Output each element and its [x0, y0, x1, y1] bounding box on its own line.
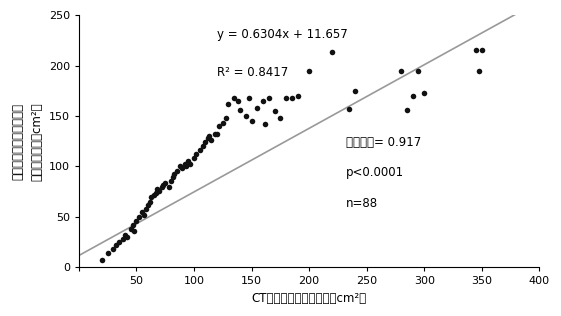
- Point: [190, 156, 199, 161]
- Point: [172, 169, 181, 174]
- Point: [195, 148, 204, 153]
- Point: [270, 108, 279, 113]
- Point: [215, 124, 224, 129]
- Point: [151, 190, 160, 195]
- Text: p<0.0001: p<0.0001: [346, 167, 404, 179]
- Point: [155, 188, 164, 193]
- Point: [178, 166, 187, 171]
- Point: [176, 164, 185, 169]
- Point: [181, 164, 190, 169]
- Point: [180, 162, 189, 167]
- Point: [203, 136, 212, 141]
- Point: [103, 251, 112, 256]
- Text: R² = 0.8417: R² = 0.8417: [217, 65, 288, 79]
- Point: [158, 182, 167, 187]
- Point: [282, 95, 291, 100]
- Point: [420, 90, 429, 95]
- Point: [126, 227, 135, 232]
- Point: [305, 68, 314, 73]
- Point: [397, 68, 406, 73]
- Point: [475, 68, 484, 73]
- Point: [293, 93, 302, 98]
- Point: [111, 243, 120, 248]
- Point: [149, 192, 158, 197]
- Point: [98, 258, 107, 263]
- Point: [147, 194, 156, 199]
- Point: [261, 122, 270, 127]
- Point: [192, 152, 201, 157]
- Point: [169, 174, 178, 179]
- Point: [471, 48, 480, 53]
- Point: [141, 206, 150, 211]
- Point: [201, 140, 210, 145]
- Point: [210, 132, 219, 137]
- Point: [186, 162, 195, 167]
- Point: [170, 172, 179, 177]
- Point: [153, 186, 162, 191]
- Point: [157, 184, 166, 189]
- Point: [132, 218, 141, 223]
- Point: [121, 233, 130, 238]
- Point: [128, 222, 137, 228]
- Point: [114, 240, 123, 245]
- Point: [146, 199, 155, 204]
- Point: [167, 178, 176, 183]
- Point: [137, 209, 146, 214]
- Point: [109, 246, 118, 252]
- Point: [183, 159, 192, 164]
- Point: [402, 107, 411, 112]
- Point: [477, 48, 486, 53]
- Point: [230, 95, 239, 100]
- Point: [164, 184, 173, 189]
- Point: [144, 202, 153, 207]
- Point: [264, 95, 273, 100]
- Point: [351, 88, 360, 93]
- Point: [328, 50, 337, 55]
- Point: [118, 237, 127, 242]
- Point: [414, 68, 423, 73]
- Y-axis label: インピーダンス法による
内臓脂肪面積（cm²）: インピーダンス法による 内臓脂肪面積（cm²）: [11, 102, 43, 180]
- Point: [345, 106, 354, 112]
- Point: [130, 228, 139, 234]
- Text: y = 0.6304x + 11.657: y = 0.6304x + 11.657: [217, 28, 348, 41]
- Point: [276, 115, 285, 120]
- Point: [287, 95, 296, 100]
- Point: [199, 144, 208, 149]
- Point: [408, 93, 417, 98]
- Point: [213, 132, 222, 137]
- Point: [224, 101, 233, 106]
- Point: [236, 107, 245, 112]
- Point: [123, 234, 132, 240]
- Point: [206, 138, 215, 143]
- Point: [245, 95, 254, 100]
- Point: [247, 118, 256, 124]
- X-axis label: CTによる内臓脂肪面積（cm²）: CTによる内臓脂肪面積（cm²）: [251, 292, 367, 305]
- Point: [233, 98, 242, 103]
- Point: [253, 106, 262, 111]
- Text: 相関係数= 0.917: 相関係数= 0.917: [346, 136, 421, 149]
- Point: [222, 115, 231, 120]
- Point: [218, 120, 227, 125]
- Point: [160, 180, 169, 185]
- Text: n=88: n=88: [346, 197, 378, 210]
- Point: [204, 134, 213, 139]
- Point: [259, 98, 268, 103]
- Point: [134, 214, 143, 219]
- Point: [140, 212, 149, 217]
- Point: [241, 113, 250, 118]
